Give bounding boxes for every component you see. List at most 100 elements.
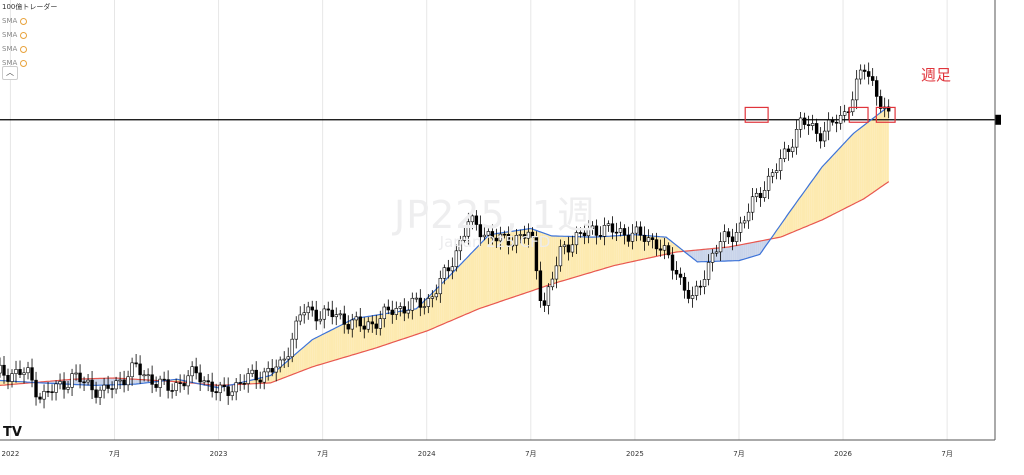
sma-fill-segment xyxy=(826,160,829,218)
candle-body xyxy=(90,379,94,391)
sma-fill-segment xyxy=(595,236,598,272)
candle-body xyxy=(270,368,274,373)
sma-fill-segment xyxy=(314,337,317,367)
candle-body xyxy=(594,225,599,236)
sma-fill-segment xyxy=(289,357,292,376)
candle-body xyxy=(434,293,439,298)
sma-fill-segment xyxy=(726,247,729,261)
visibility-eye-icon[interactable] xyxy=(20,45,28,53)
sma-fill-segment xyxy=(880,110,883,188)
sma-fill-segment xyxy=(528,228,531,292)
candle-body xyxy=(282,358,286,361)
candle-body xyxy=(590,225,595,229)
candle-body xyxy=(854,78,859,101)
visibility-eye-icon[interactable] xyxy=(20,59,28,67)
sma-fill-segment xyxy=(268,375,271,384)
candle-body xyxy=(58,381,62,385)
sma-fill-segment xyxy=(447,275,450,323)
candle-body xyxy=(482,234,487,238)
candle-body xyxy=(846,111,851,113)
candle-body xyxy=(730,236,735,242)
sma-fill-segment xyxy=(741,244,744,261)
candle-body xyxy=(806,124,811,126)
candle-body xyxy=(402,306,407,314)
candle-body xyxy=(190,366,194,377)
sma-fill-segment xyxy=(749,242,752,258)
sma-fill-segment xyxy=(834,151,837,214)
sma-fill-area xyxy=(0,106,889,388)
candle-body xyxy=(626,234,631,242)
visibility-eye-icon[interactable] xyxy=(20,31,28,39)
sma-fill-segment xyxy=(135,379,138,385)
legend-sma-row[interactable]: SMA xyxy=(2,42,57,56)
sma-fill-segment xyxy=(416,306,419,335)
legend-sma-row[interactable]: SMA xyxy=(2,14,57,28)
candle-body xyxy=(654,239,659,250)
symbol-description-watermark: Japan 225 CFD xyxy=(439,233,551,251)
candle-body xyxy=(6,375,10,382)
highlight-box xyxy=(848,106,869,123)
sma-fill-segment xyxy=(333,328,336,361)
sma-fill-segment xyxy=(699,249,702,262)
candle-body xyxy=(786,148,791,152)
candle-body xyxy=(606,223,611,226)
candle-body xyxy=(578,232,583,234)
candle-body xyxy=(306,306,310,314)
candle-body xyxy=(218,384,222,394)
sma-fill-segment xyxy=(495,233,498,304)
visibility-eye-icon[interactable] xyxy=(20,17,28,25)
sma-fill-segment xyxy=(747,243,750,259)
sma-fill-segment xyxy=(316,336,319,366)
legend-sma-row[interactable]: SMA xyxy=(2,28,57,42)
candle-body xyxy=(586,228,591,237)
candle-body xyxy=(818,133,823,142)
sma-fill-segment xyxy=(614,235,617,266)
sma-fill-segment xyxy=(505,231,508,300)
sma-fill-segment xyxy=(872,117,875,194)
candle-body xyxy=(38,396,42,400)
legend-collapse-button[interactable]: ︿ xyxy=(2,66,18,80)
sma-fill-segment xyxy=(387,313,390,345)
candle-body xyxy=(390,309,394,315)
candle-body xyxy=(338,313,342,316)
sma-fill-segment xyxy=(410,309,413,337)
sma-fill-segment xyxy=(432,290,436,329)
candle-body xyxy=(178,382,182,385)
candle-body xyxy=(302,312,306,316)
sma-fill-segment xyxy=(788,209,792,234)
tradingview-logo-icon[interactable]: TV xyxy=(3,425,22,440)
x-tick-label: 2024 xyxy=(418,450,436,458)
sma-fill-segment xyxy=(104,378,107,386)
sma-fill-segment xyxy=(293,354,296,375)
sma-fill-segment xyxy=(738,244,742,261)
sma-fill-segment xyxy=(499,232,502,302)
legend-sma-row[interactable]: SMA xyxy=(2,56,57,70)
candle-body xyxy=(238,382,242,384)
candle-body xyxy=(362,325,366,330)
sma-fill-segment xyxy=(838,146,841,212)
candle-body xyxy=(546,286,551,306)
sma-fill-segment xyxy=(705,249,708,262)
sma-fill-segment xyxy=(137,379,140,384)
candle-body xyxy=(602,225,607,237)
candle-body xyxy=(298,314,302,322)
candle-body xyxy=(830,119,835,123)
candle-body xyxy=(814,123,819,134)
candle-body xyxy=(214,391,218,394)
candle-body xyxy=(666,245,671,256)
sma-fill-segment xyxy=(636,234,640,261)
candle-body xyxy=(118,379,122,382)
sma-fill-segment xyxy=(310,339,313,368)
sma-fill-segment xyxy=(876,114,879,191)
candle-body xyxy=(514,234,519,246)
sma-fill-segment xyxy=(732,245,735,261)
candle-body xyxy=(30,367,34,381)
sma-fill-segment xyxy=(335,327,338,361)
candle-body xyxy=(570,244,575,253)
candle-body xyxy=(858,69,863,80)
candle-body xyxy=(686,289,691,299)
sma-fill-segment xyxy=(337,326,340,360)
candle-body xyxy=(322,308,326,320)
candle-body xyxy=(610,223,615,233)
